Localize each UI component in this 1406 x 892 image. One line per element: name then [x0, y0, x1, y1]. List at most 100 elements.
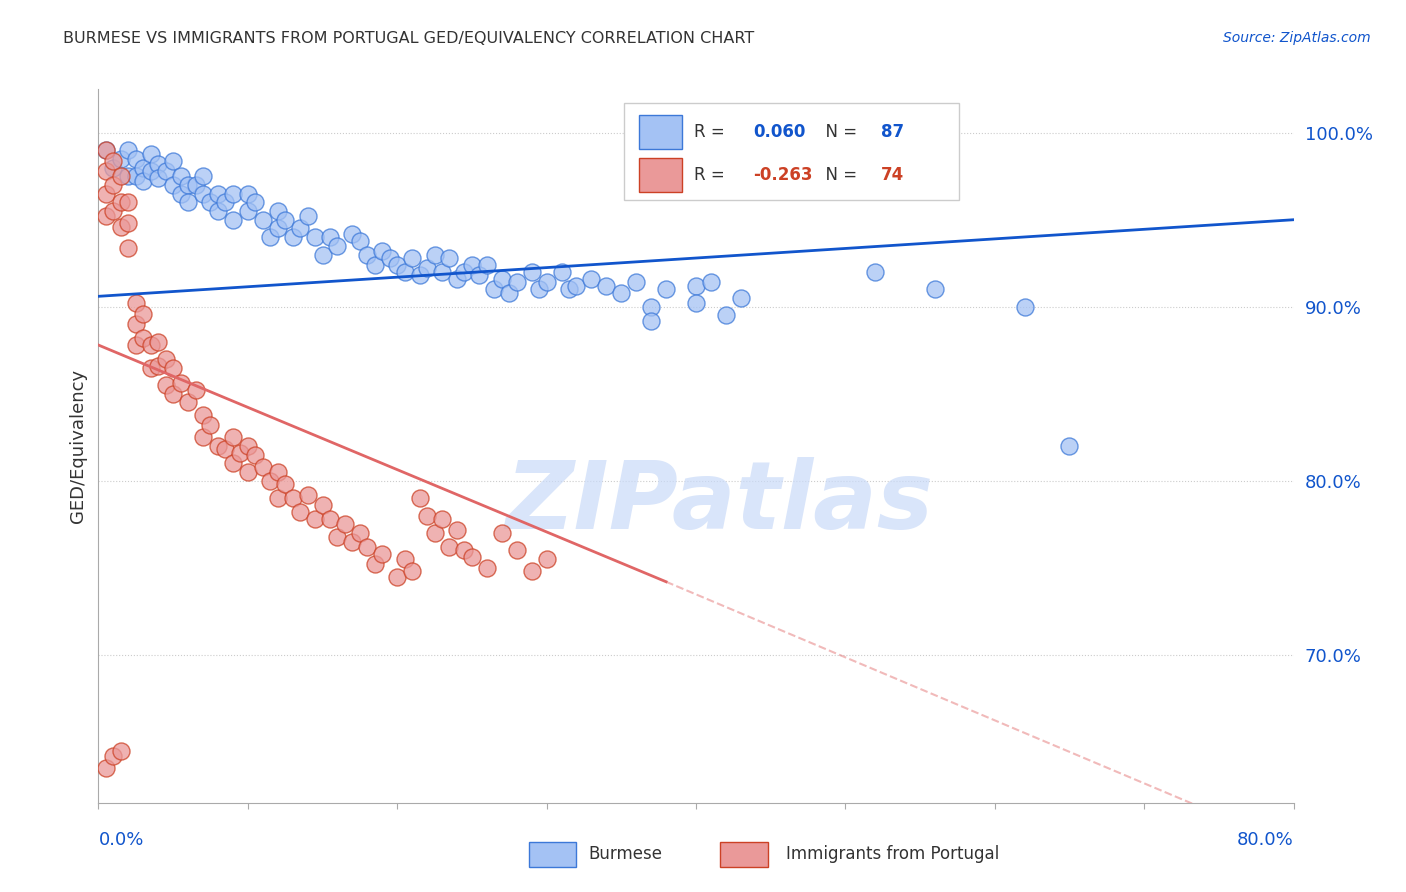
Point	[132, 307, 155, 321]
FancyBboxPatch shape	[638, 158, 682, 192]
Point	[304, 512, 326, 526]
Point	[640, 300, 662, 314]
Point	[439, 540, 461, 554]
Point	[349, 234, 371, 248]
Point	[132, 331, 155, 345]
Point	[267, 204, 290, 219]
Point	[148, 157, 170, 171]
Point	[117, 241, 139, 255]
Point	[536, 276, 558, 290]
Point	[94, 209, 117, 223]
Point	[416, 261, 439, 276]
Point	[565, 278, 588, 293]
Point	[125, 296, 148, 310]
Point	[94, 186, 117, 201]
Point	[685, 278, 707, 293]
Point	[110, 152, 132, 166]
Point	[506, 276, 529, 290]
Point	[700, 276, 723, 290]
Point	[236, 186, 259, 201]
Point	[245, 195, 267, 210]
Point	[139, 164, 162, 178]
Point	[430, 265, 453, 279]
Point	[527, 282, 550, 296]
Text: N =: N =	[815, 123, 863, 141]
Point	[401, 251, 423, 265]
Point	[430, 512, 453, 526]
Point	[117, 195, 139, 210]
Point	[222, 212, 245, 227]
Text: 87: 87	[882, 123, 904, 141]
Point	[162, 153, 184, 168]
Point	[103, 178, 125, 192]
Point	[103, 153, 125, 168]
Point	[191, 186, 214, 201]
Point	[408, 491, 430, 506]
Point	[626, 276, 648, 290]
Point	[94, 164, 117, 178]
Point	[207, 204, 229, 219]
Point	[581, 272, 603, 286]
Point	[319, 230, 342, 244]
Point	[356, 247, 378, 261]
Point	[139, 360, 162, 375]
Point	[865, 265, 887, 279]
Point	[236, 204, 259, 219]
Y-axis label: GED/Equivalency: GED/Equivalency	[69, 369, 87, 523]
Point	[364, 258, 387, 272]
Point	[394, 552, 416, 566]
Text: ZIPatlas: ZIPatlas	[506, 457, 934, 549]
Point	[222, 186, 245, 201]
Point	[461, 550, 484, 565]
Point	[155, 164, 177, 178]
Point	[162, 386, 184, 401]
Text: Immigrants from Portugal: Immigrants from Portugal	[786, 846, 998, 863]
Point	[191, 408, 214, 422]
Point	[169, 186, 191, 201]
Point	[267, 491, 290, 506]
Text: 0.0%: 0.0%	[98, 831, 143, 849]
Point	[333, 517, 356, 532]
Text: 0.060: 0.060	[754, 123, 806, 141]
Point	[281, 491, 304, 506]
Point	[148, 359, 170, 373]
Point	[520, 564, 543, 578]
Point	[200, 418, 222, 433]
Point	[378, 251, 401, 265]
Point	[177, 195, 200, 210]
Text: Source: ZipAtlas.com: Source: ZipAtlas.com	[1223, 31, 1371, 45]
Point	[148, 334, 170, 349]
Point	[924, 282, 946, 296]
Point	[468, 268, 491, 283]
Point	[148, 171, 170, 186]
FancyBboxPatch shape	[720, 842, 768, 867]
Point	[184, 384, 207, 398]
Point	[385, 569, 409, 583]
Point	[1014, 300, 1036, 314]
Point	[349, 526, 371, 541]
Point	[207, 186, 229, 201]
Point	[155, 378, 177, 392]
Point	[110, 743, 132, 757]
Point	[371, 547, 394, 561]
Point	[439, 251, 461, 265]
Point	[281, 230, 304, 244]
FancyBboxPatch shape	[529, 842, 576, 867]
Point	[222, 457, 245, 471]
Point	[125, 169, 148, 184]
Point	[110, 195, 132, 210]
Point	[125, 317, 148, 331]
Point	[139, 338, 162, 352]
Point	[103, 161, 125, 175]
Point	[595, 278, 617, 293]
Point	[536, 552, 558, 566]
Point	[311, 247, 333, 261]
Point	[297, 488, 319, 502]
Point	[655, 282, 678, 296]
Point	[110, 219, 132, 234]
Point	[446, 523, 468, 537]
Point	[550, 265, 572, 279]
Point	[214, 442, 236, 457]
FancyBboxPatch shape	[624, 103, 959, 200]
Text: R =: R =	[693, 123, 730, 141]
